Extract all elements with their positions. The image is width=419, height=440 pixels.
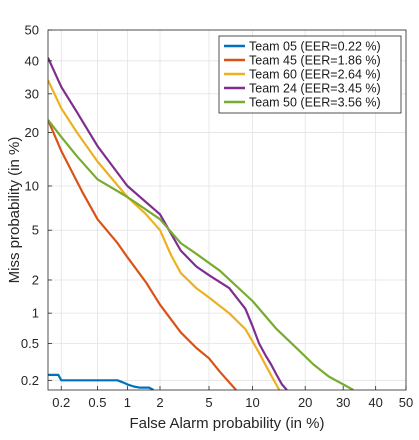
legend-label-3: Team 60 (EER=2.64 %)	[249, 67, 381, 81]
legend-label-5: Team 50 (EER=3.56 %)	[249, 95, 381, 109]
x-tick-label: 20	[298, 395, 312, 410]
series-line-5	[48, 119, 354, 390]
y-tick-label: 0.2	[21, 373, 39, 388]
legend-box	[218, 35, 402, 114]
y-tick-label: 0.5	[21, 336, 39, 351]
legend-label-1: Team 05 (EER=0.22 %)	[249, 39, 381, 53]
series-line-3	[48, 79, 281, 390]
y-tick-label: 10	[25, 178, 39, 193]
y-tick-label: 50	[25, 23, 39, 38]
x-axis-label: False Alarm probability (in %)	[129, 415, 324, 432]
legend: Team 05 (EER=0.22 %)Team 45 (EER=1.86 %)…	[218, 35, 402, 114]
series-lines	[48, 57, 354, 390]
legend-label-2: Team 45 (EER=1.86 %)	[249, 53, 381, 67]
x-tick-label: 2	[156, 395, 163, 410]
y-tick-label: 40	[25, 53, 39, 68]
series-line-1	[48, 373, 155, 390]
series-line-4	[48, 57, 288, 390]
x-tick-label: 0.5	[88, 395, 106, 410]
y-tick-label: 20	[25, 125, 39, 140]
x-tick-label: 5	[205, 395, 212, 410]
x-tick-label: 40	[368, 395, 382, 410]
axis-ticks: 0.2 0.5 1 2 5 10 20 30 40 50 0.2 0.5 1 2 5 10 20 30 40 50	[21, 23, 413, 411]
plot-frame	[47, 29, 407, 391]
y-axis-label: Miss probability (in %)	[6, 137, 23, 284]
x-tick-label: 10	[245, 395, 259, 410]
x-tick-label: 0.2	[52, 395, 70, 410]
x-tick-label: 50	[399, 395, 413, 410]
legend-label-4: Team 24 (EER=3.45 %)	[249, 81, 381, 95]
series-line-2	[48, 119, 237, 390]
x-tick-label: 30	[336, 395, 350, 410]
x-tick-label: 1	[124, 395, 131, 410]
y-tick-label: 1	[32, 306, 39, 321]
y-tick-label: 30	[25, 86, 39, 101]
y-tick-label: 2	[32, 272, 39, 287]
y-tick-label: 5	[32, 223, 39, 238]
